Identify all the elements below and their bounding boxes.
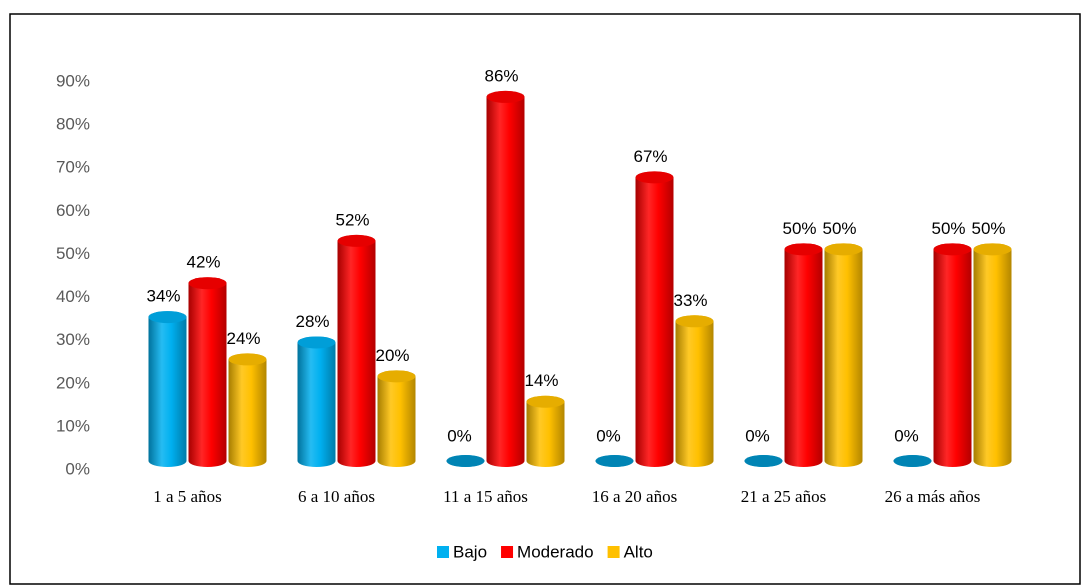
y-tick-label: 60% <box>56 201 90 220</box>
bar-top <box>893 455 932 467</box>
bar <box>486 90 525 467</box>
data-label: 42% <box>186 253 220 272</box>
legend-label: Alto <box>624 542 653 561</box>
bar-top <box>635 171 674 184</box>
data-label: 20% <box>375 346 409 365</box>
data-label: 14% <box>524 371 558 390</box>
bar-top <box>486 90 525 103</box>
chart-border <box>9 13 1081 585</box>
bar-top <box>933 243 972 256</box>
bar-top <box>824 243 863 256</box>
data-label: 0% <box>894 426 919 445</box>
bar <box>635 171 674 467</box>
bar <box>824 243 863 467</box>
x-tick-label: 1 a 5 años <box>153 487 221 506</box>
data-label: 50% <box>931 219 965 238</box>
data-label: 28% <box>295 312 329 331</box>
bar <box>933 243 972 467</box>
x-tick-label: 26 a más años <box>885 487 981 506</box>
y-tick-label: 90% <box>56 71 90 90</box>
data-label: 50% <box>822 219 856 238</box>
y-tick-label: 30% <box>56 330 90 349</box>
bar <box>337 234 376 467</box>
legend-swatch <box>607 546 620 558</box>
data-label: 50% <box>971 219 1005 238</box>
bar <box>973 243 1012 467</box>
bar-top <box>297 336 336 349</box>
bar <box>784 243 823 467</box>
legend-label: Moderado <box>517 542 594 561</box>
data-label: 50% <box>782 219 816 238</box>
y-tick-label: 0% <box>65 459 90 478</box>
bar <box>377 370 416 467</box>
bar-top <box>148 311 187 324</box>
data-label: 0% <box>596 426 621 445</box>
bar <box>148 311 187 467</box>
data-label: 86% <box>484 66 518 85</box>
y-tick-label: 10% <box>56 416 90 435</box>
y-tick-label: 40% <box>56 287 90 306</box>
data-label: 0% <box>745 426 770 445</box>
x-tick-label: 6 a 10 años <box>298 487 375 506</box>
y-tick-label: 80% <box>56 115 90 134</box>
x-tick-label: 16 a 20 años <box>592 487 677 506</box>
x-tick-label: 21 a 25 años <box>741 487 826 506</box>
data-label: 24% <box>226 329 260 348</box>
bar <box>526 395 565 467</box>
legend-label: Bajo <box>453 542 487 561</box>
data-label: 52% <box>335 210 369 229</box>
y-tick-label: 50% <box>56 244 90 263</box>
bar-top <box>973 243 1012 256</box>
bar <box>188 277 227 467</box>
data-label: 34% <box>146 287 180 306</box>
data-label: 0% <box>447 426 472 445</box>
bar <box>675 315 714 467</box>
bar-top <box>784 243 823 256</box>
bar <box>228 353 267 467</box>
bar-top <box>188 277 227 290</box>
bar-top <box>595 455 634 467</box>
bar-top <box>675 315 714 328</box>
legend-swatch <box>501 546 514 558</box>
data-label: 67% <box>633 147 667 166</box>
bar <box>297 336 336 467</box>
bar-top <box>337 234 376 247</box>
x-tick-label: 11 a 15 años <box>443 487 528 506</box>
legend-swatch <box>437 546 449 558</box>
y-tick-label: 20% <box>56 373 90 392</box>
bar-top <box>228 353 267 366</box>
data-label: 33% <box>673 291 707 310</box>
bar-top <box>744 455 783 467</box>
bar-top <box>377 370 416 383</box>
bar-top <box>446 455 485 467</box>
bar-top <box>526 395 565 408</box>
y-tick-label: 70% <box>56 158 90 177</box>
